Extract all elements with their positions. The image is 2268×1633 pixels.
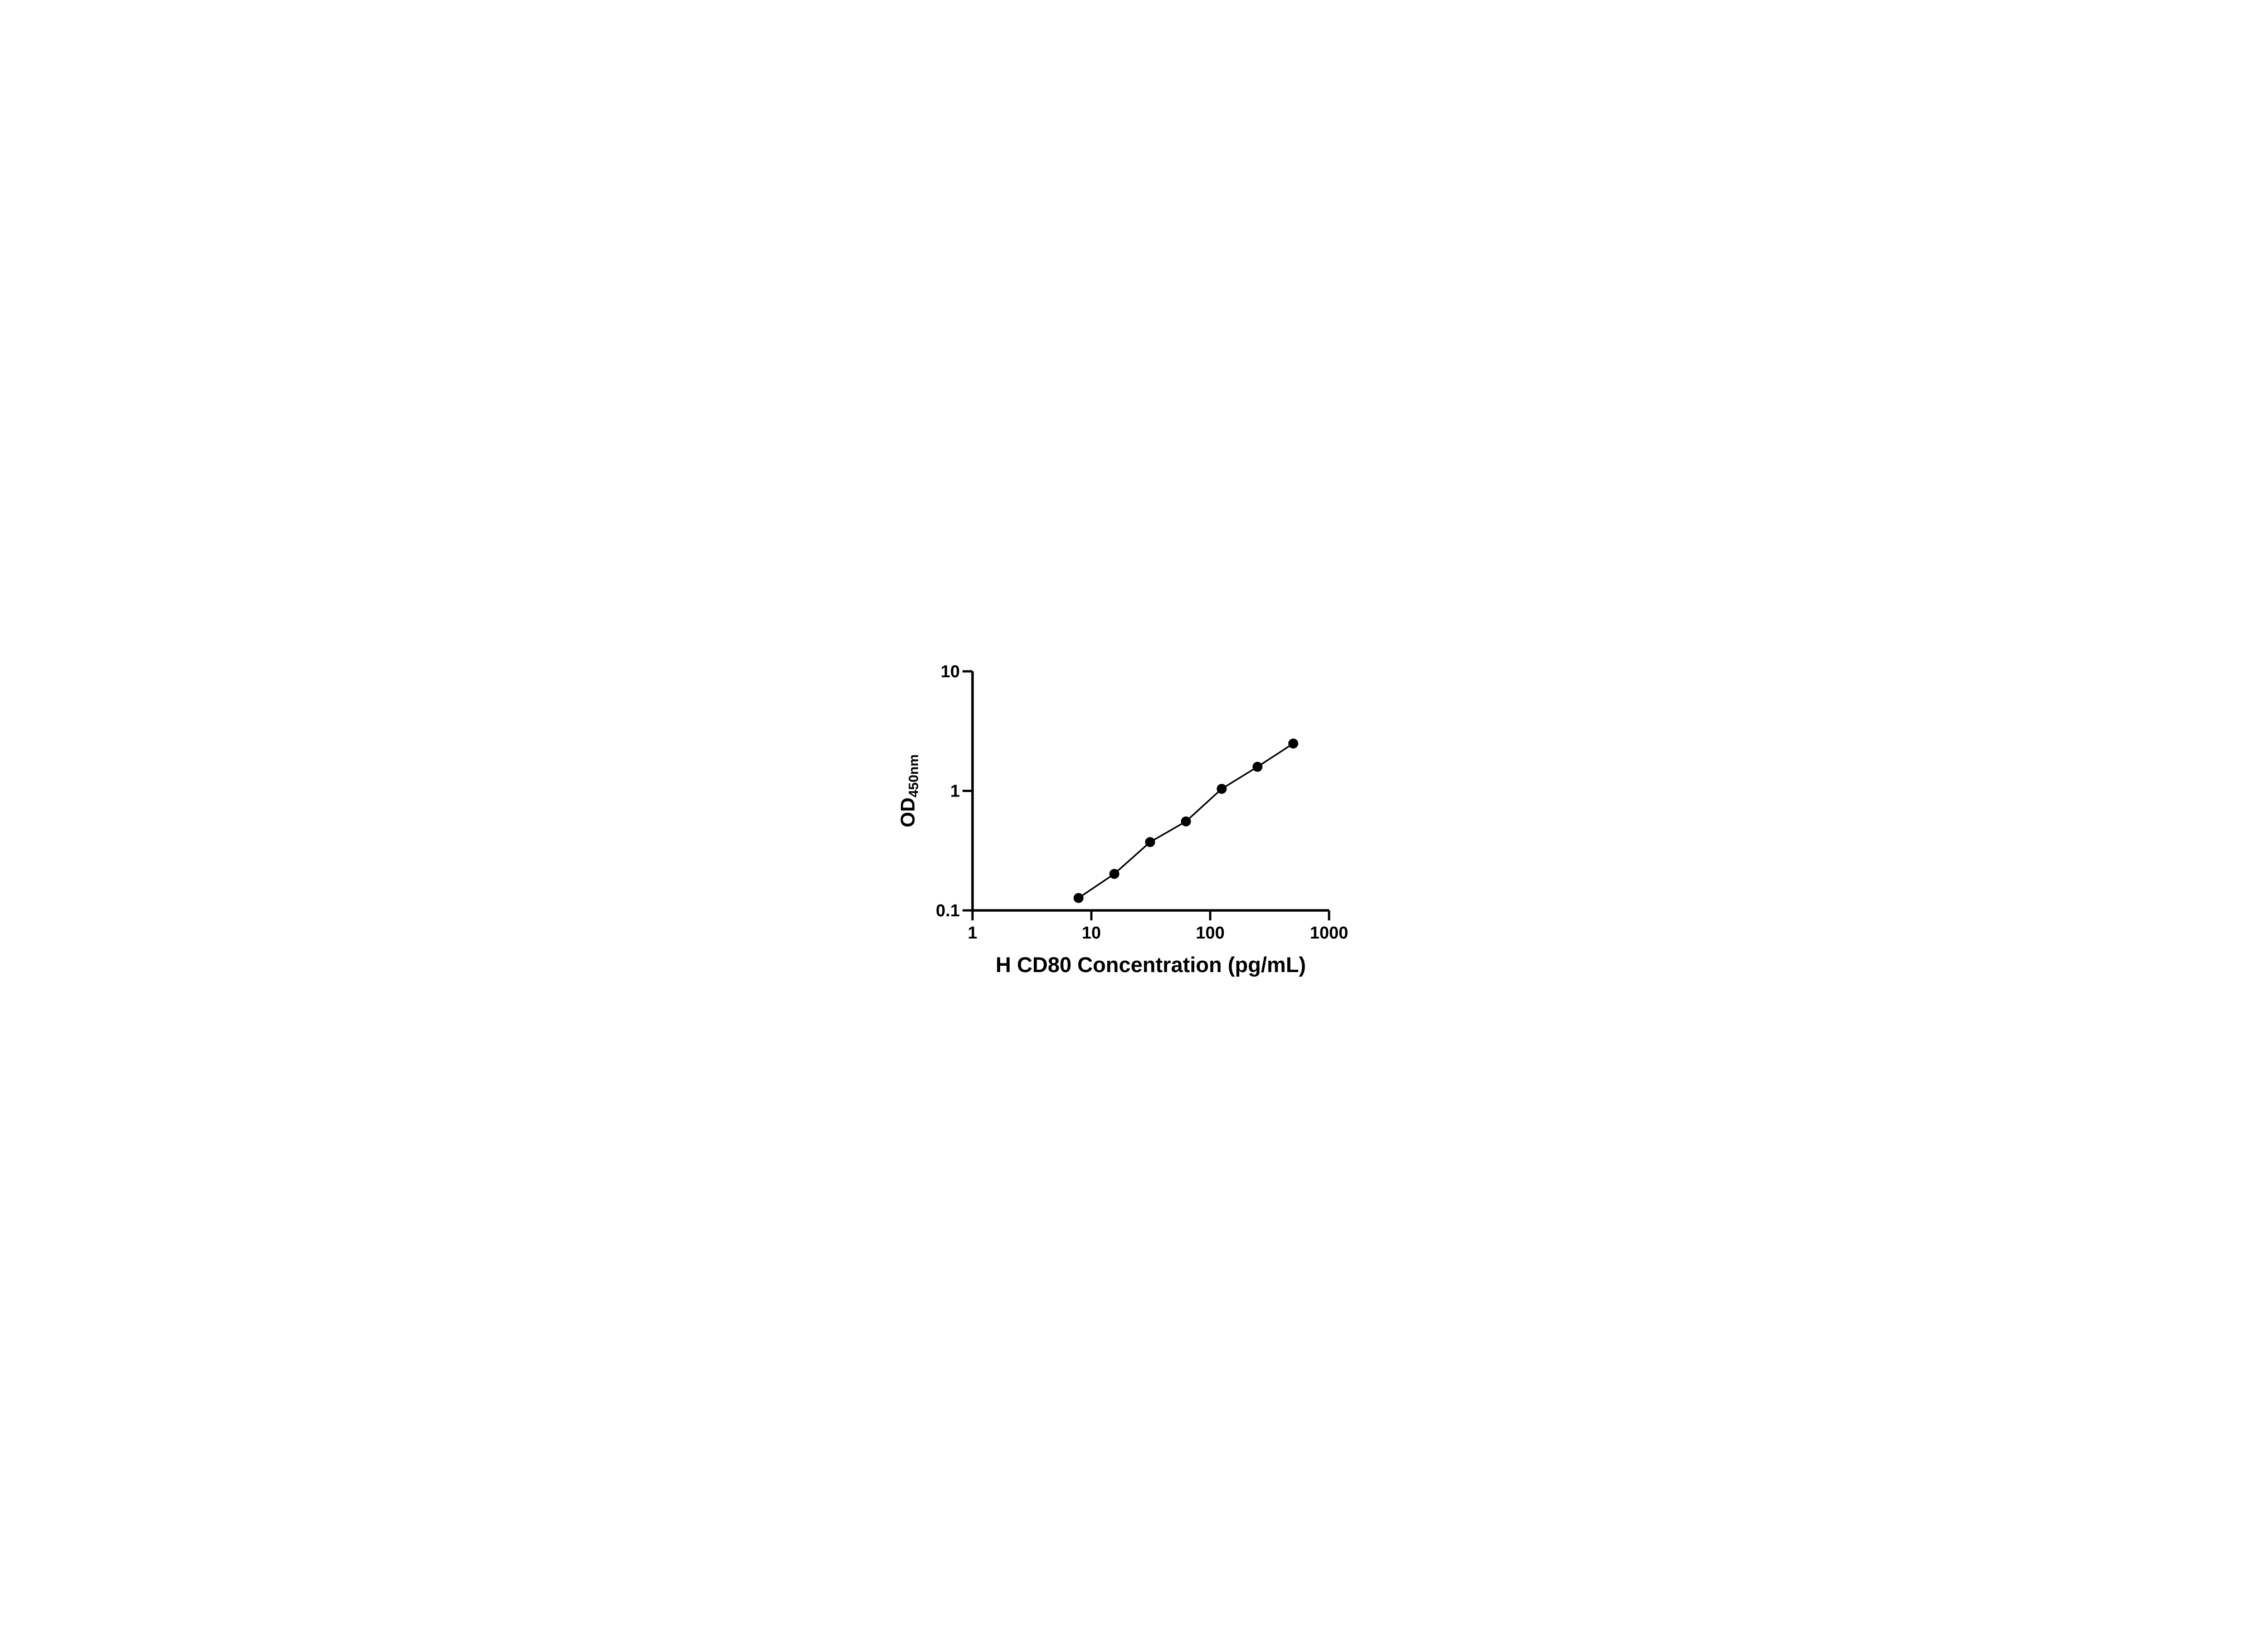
y-axis-tick-label: 10 <box>941 662 960 681</box>
x-axis-tick-label: 1000 <box>1310 924 1349 943</box>
y-axis-tick-label: 1 <box>950 782 960 801</box>
x-axis-tick-label: 1 <box>968 924 977 943</box>
y-axis-title-subscript: 450nm <box>906 754 921 797</box>
plot-axes <box>971 671 1329 912</box>
figure-canvas: 1 10 100 1000 10 1 0.1 H CD80 Concentration (pg… <box>885 638 1383 995</box>
data-point <box>1217 783 1227 794</box>
data-point <box>1073 893 1084 903</box>
data-point <box>1145 836 1155 847</box>
y-axis-title-main: OD <box>897 797 919 827</box>
standard-curve-chart: 1 10 100 1000 10 1 0.1 H CD80 Concentration (pg… <box>897 662 1349 977</box>
x-axis-tick-label: 100 <box>1196 924 1224 943</box>
data-point <box>1181 816 1191 826</box>
x-axis-title: H CD80 Concentration (pg/mL) <box>996 953 1306 977</box>
y-axis-tick-label: 0.1 <box>936 901 960 920</box>
data-point <box>1288 738 1299 748</box>
y-axis-title: OD450nm <box>897 754 921 827</box>
data-point <box>1109 869 1119 879</box>
x-axis-tick-label: 10 <box>1082 924 1101 943</box>
data-point <box>1252 761 1263 772</box>
